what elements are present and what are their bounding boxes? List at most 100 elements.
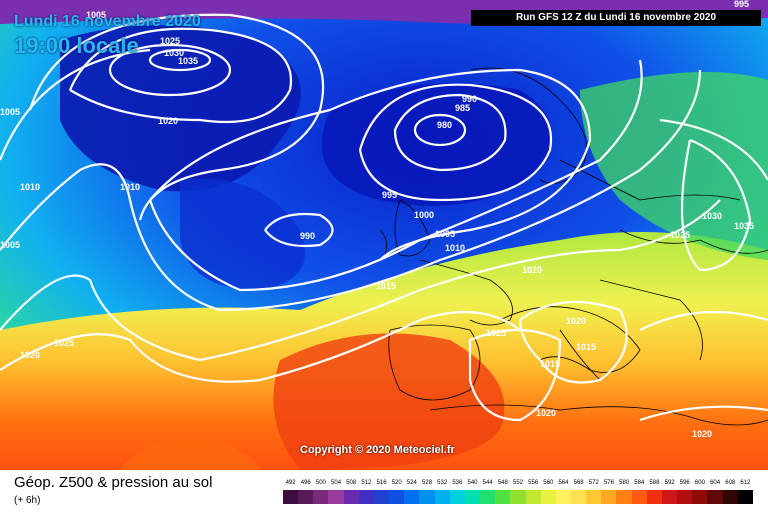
scale-tick-label: 500	[315, 480, 326, 486]
isobar-label: 1010	[445, 243, 465, 253]
isobar-labels: 1005 1010 1025 1030 1035 1020 1005 1010 …	[0, 0, 754, 439]
isobar-label: 1005	[0, 240, 20, 250]
scale-swatch	[570, 490, 587, 504]
isobar-label: 1025	[670, 230, 690, 240]
scale-swatch	[722, 490, 738, 504]
east-green	[580, 72, 768, 260]
scale-swatch	[373, 490, 390, 504]
scale-tick-label: 588	[649, 480, 660, 486]
isobar-label: 1010	[20, 182, 40, 192]
scale-tick-label: 552	[512, 480, 524, 486]
isobar-label: 1020	[20, 350, 40, 360]
scale-tick-label: 540	[467, 480, 478, 486]
scale-tick-label: 596	[679, 480, 690, 486]
scale-tick-label: 572	[588, 480, 599, 486]
south-orange	[120, 438, 260, 470]
scale-tick-label: 560	[543, 480, 554, 486]
scale-tick-label: 568	[573, 480, 584, 486]
isobar-label: 980	[437, 120, 452, 130]
isobar-label: 1030	[164, 48, 184, 58]
scale-swatch	[358, 490, 374, 504]
model-run-label: Run GFS 12 Z du Lundi 16 novembre 2020	[471, 10, 761, 26]
scale-tick-label: 608	[725, 480, 736, 486]
isobars	[0, 13, 768, 422]
isobar-label: 1035	[734, 221, 754, 231]
scale-swatch	[464, 490, 481, 504]
iberia-hot	[273, 333, 505, 470]
isobar-label: 1025	[486, 328, 506, 338]
scale-tick-label: 512	[361, 480, 372, 486]
isobar-label: 1020	[692, 429, 712, 439]
forecast-date: Lundi 16 novembre 2020	[14, 13, 201, 30]
legend-footer: Géop. Z500 & pression au sol (+ 6h) 492 4…	[0, 470, 768, 512]
isobar-label: 995	[734, 0, 749, 9]
isobar-label: 1000	[414, 210, 434, 220]
isobar-label: 1020	[158, 116, 178, 126]
scale-swatch	[601, 490, 617, 504]
scale-tick-label: 532	[437, 480, 448, 486]
scale-swatch	[677, 490, 693, 504]
isobar-label: 1005	[0, 107, 20, 117]
scale-swatch	[283, 490, 299, 504]
scale-swatch	[328, 490, 344, 504]
scale-swatch	[495, 490, 511, 504]
scale-swatch	[540, 490, 556, 504]
isobar-label: 1025	[54, 338, 74, 348]
trough	[180, 178, 305, 290]
isobar-label: 1015	[376, 281, 396, 291]
scale-swatch	[434, 490, 450, 504]
legend-title: Géop. Z500 & pression au sol	[14, 474, 213, 491]
scale-swatch	[298, 490, 314, 504]
isobar-label: 990	[300, 231, 315, 241]
scale-tick-label: 508	[346, 480, 357, 486]
low-greenland	[60, 25, 301, 192]
scale-swatch	[707, 490, 723, 504]
scale-swatch	[616, 490, 632, 504]
forecast-time: 19:00 locale	[14, 33, 139, 58]
scale-swatch	[737, 490, 753, 504]
scale-tick-label: 592	[664, 480, 675, 486]
scale-swatch	[646, 490, 662, 504]
copyright: Copyright © 2020 Meteociel.fr	[300, 444, 455, 456]
isobar-label: 1005	[86, 10, 106, 20]
scale-tick-label: 584	[634, 480, 645, 486]
scale-swatch	[480, 490, 496, 504]
scale-tick-label: 580	[619, 480, 630, 486]
scale-tick-label: 496	[300, 480, 311, 486]
isobar-label: 1020	[522, 265, 542, 275]
scale-swatch	[586, 490, 602, 504]
isobar-label: 1035	[178, 56, 198, 66]
color-scale-ticks: 492 496 500 504 508 512 516 520 524 528 532 536 540 5…	[283, 480, 753, 490]
scale-tick-label: 564	[558, 480, 569, 486]
scale-swatch	[555, 490, 571, 504]
scale-tick-label: 528	[422, 480, 433, 486]
weather-map: 1005 1010 1025 1030 1035 1020 1005 1010 …	[0, 0, 768, 470]
scale-tick-label: 504	[331, 480, 342, 486]
scale-swatch	[449, 490, 465, 504]
scale-swatch	[631, 490, 647, 504]
isobar-label: 1010	[120, 182, 140, 192]
scale-tick-label: 604	[710, 480, 721, 486]
scale-swatch	[313, 490, 329, 504]
isobar-label: 1030	[702, 211, 722, 221]
scale-swatch	[510, 490, 526, 504]
scale-swatch	[343, 490, 359, 504]
isobar-label: 1020	[536, 408, 556, 418]
isobar-label: 1020	[566, 316, 586, 326]
scale-tick-label: 492	[285, 480, 296, 486]
isobar-label: 1005	[435, 229, 455, 239]
isobar-label: 1025	[160, 36, 180, 46]
scale-tick-label: 612	[740, 480, 751, 486]
scale-tick-label: 516	[376, 480, 387, 486]
isobar-label: 995	[382, 190, 397, 200]
scale-tick-label: 548	[497, 480, 508, 486]
scale-swatch	[404, 490, 420, 504]
scale-tick-label: 600	[694, 480, 705, 486]
isobar-label: 985	[455, 103, 470, 113]
scale-tick-label: 544	[482, 480, 493, 486]
scale-swatch	[389, 490, 405, 504]
scale-swatch	[419, 490, 435, 504]
scale-swatch	[692, 490, 708, 504]
scale-tick-label: 576	[603, 480, 614, 486]
scale-swatch	[661, 490, 678, 504]
